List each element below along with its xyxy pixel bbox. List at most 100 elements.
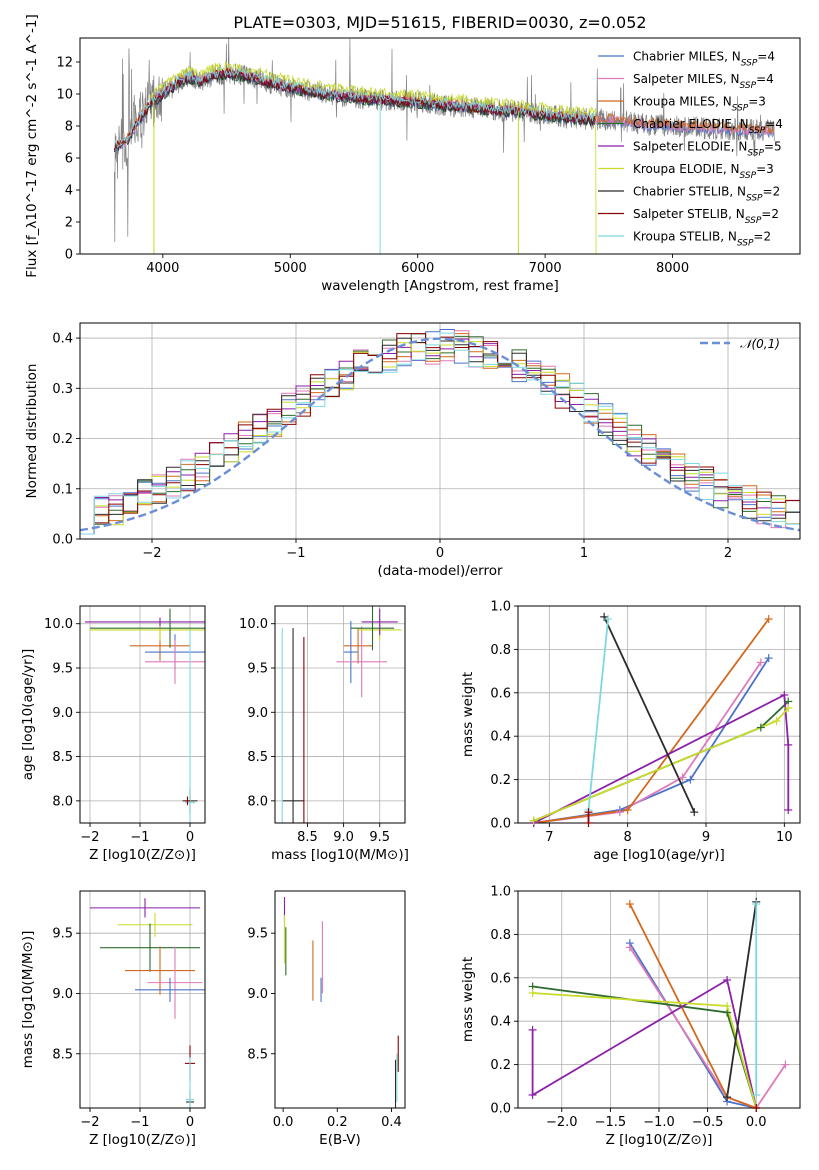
legend-name: Kroupa STELIB (633, 230, 720, 244)
y-tick-label: 9.5 (52, 662, 73, 677)
axes-frame (274, 605, 406, 824)
legend-label-kroupa-elodie: Kroupa ELODIE, NSSP=3 (633, 162, 774, 181)
x-tick-label: 8000 (656, 261, 689, 276)
legend-n-prefix: , N (715, 95, 732, 109)
legend-n-value: 5 (774, 140, 782, 154)
legend-n-value: 4 (775, 117, 783, 131)
mass-vs-metallicity-panel: −2 −1 0 8.5 9.0 9.5 Z [log10(Z/Z⊙)] mass [log10… (20, 890, 206, 1148)
x-axis-label: Z [log10(Z/Z⊙)] (89, 847, 196, 863)
gaussian-curve (80, 337, 800, 532)
y-tick-label: 10.0 (239, 617, 268, 632)
y-tick-label: 0.4 (490, 1015, 511, 1030)
legend-name: Salpeter MILES (633, 72, 723, 86)
x-tick-label: 6000 (401, 261, 434, 276)
legend-subscript: SSP (737, 239, 754, 249)
x-tick-label: 8 (624, 830, 632, 845)
y-tick-label: 12 (56, 56, 73, 71)
spectrum-panel: 4000 5000 6000 7000 8000 0 2 4 6 8 10 12 wavelength … (24, 14, 801, 294)
y-tick-label: 4 (65, 184, 73, 199)
legend-label-salpeter-stelib: Salpeter STELIB, NSSP=2 (633, 207, 779, 226)
legend-n-value: 4 (766, 72, 774, 86)
legend-name: Chabrier MILES (633, 50, 724, 64)
plot-area (533, 616, 790, 823)
legend-label-gaussian: 𝒩(0,1) (740, 337, 780, 351)
weight-vs-metallicity-panel: −2.0 −1.5 −1.0 −0.5 0.0 0.0 0.2 0.4 0.6 0.8 1.0 Z [… (460, 885, 801, 1148)
axes-frame (79, 322, 801, 540)
x-tick-label: 2 (724, 546, 732, 561)
legend-equals: = (748, 95, 758, 109)
legend-equals: = (757, 50, 767, 64)
legend-n-prefix: , N (723, 72, 740, 86)
legend-n-prefix: , N (720, 230, 737, 244)
legend-subscript: SSP (749, 126, 766, 136)
y-tick-label: 0.0 (490, 1102, 511, 1117)
y-tick-label: 9.5 (52, 927, 73, 942)
x-tick-label: 0.4 (381, 1115, 402, 1130)
y-tick-label: 9.5 (247, 662, 268, 677)
y-tick-label: 8.5 (247, 750, 268, 765)
legend-subscript: SSP (741, 59, 758, 69)
axes-frame (79, 890, 206, 1109)
y-tick-label: 6 (65, 152, 73, 167)
y-tick-label: 9.0 (52, 987, 73, 1002)
axes-frame (517, 890, 801, 1109)
y-tick-label: 0.2 (490, 773, 511, 788)
plot-area (283, 897, 399, 1108)
axes-frame (79, 37, 801, 255)
x-tick-label: 8.5 (297, 830, 318, 845)
x-tick-label: −2 (80, 1115, 99, 1130)
weight-line-salpeter-elodie (533, 693, 790, 823)
x-tick-label: 0.0 (746, 1115, 767, 1130)
plot-area (85, 608, 205, 823)
plot-area (80, 329, 800, 535)
mass-vs-ebv-panel: 0.0 0.2 0.4 8.5 9.0 9.5 E(B-V) (247, 890, 406, 1148)
y-tick-label: 8.5 (247, 1047, 268, 1062)
legend-subscript: SSP (740, 81, 757, 91)
y-tick-label: 9.0 (52, 706, 73, 721)
y-tick-label: 0.2 (490, 1058, 511, 1073)
x-axis-label: Z [log10(Z/Z⊙)] (606, 1132, 713, 1148)
y-tick-label: 10 (56, 88, 73, 103)
legend-n-value: 2 (771, 207, 779, 221)
legend-label-kroupa-miles: Kroupa MILES, NSSP=3 (633, 95, 766, 114)
axes-frame (517, 605, 801, 824)
weight-line-chabrier-stelib (603, 616, 696, 813)
axes-frame (79, 605, 206, 824)
y-tick-label: 1.0 (490, 885, 511, 900)
legend-label-chabrier-elodie: Chabrier ELODIE, NSSP=4 (633, 117, 783, 136)
legend-subscript: SSP (740, 171, 757, 181)
residuals-panel: −2 −1 0 1 2 0.0 0.1 0.2 0.3 0.4 (data-model)/error… (24, 322, 801, 579)
y-tick-label: 0.1 (52, 482, 73, 497)
model-line-kroupa-elodie (149, 60, 597, 254)
legend-n-prefix: , N (729, 185, 746, 199)
model-line-kroupa-stelib (113, 66, 596, 149)
x-tick-label: 0.2 (327, 1115, 348, 1130)
legend-equals: = (765, 117, 775, 131)
y-axis-label: Normed distribution (24, 364, 40, 499)
weight-line-chabrier-miles (533, 657, 770, 823)
histogram-chabrier-miles (80, 329, 800, 535)
x-tick-label: 1 (580, 546, 588, 561)
weight-line-salpeter-elodie (531, 978, 758, 1108)
legend-equals: = (756, 72, 766, 86)
observed-spectrum-line (114, 38, 775, 243)
y-tick-label: 9.0 (247, 706, 268, 721)
age-vs-mass-panel: 8.5 9.0 9.5 8.0 8.5 9.0 9.5 10.0 mass [log10(M/M… (239, 605, 409, 863)
x-tick-label: −2 (142, 546, 161, 561)
x-axis-label: mass [log10(M/M⊙)] (271, 847, 409, 863)
legend-label-salpeter-elodie: Salpeter ELODIE, NSSP=5 (633, 140, 782, 159)
legend-n-value: 2 (763, 230, 771, 244)
legend-equals: = (761, 207, 771, 221)
y-tick-label: 0 (65, 248, 73, 263)
figure-title: PLATE=0303, MJD=51615, FIBERID=0030, z=0… (233, 13, 646, 32)
x-tick-label: −2 (80, 830, 99, 845)
legend-label-chabrier-stelib: Chabrier STELIB, NSSP=2 (633, 185, 780, 204)
y-tick-label: 0.2 (52, 432, 73, 447)
y-axis-label: age [log10(age/yr)] (20, 649, 36, 781)
x-tick-label: 7 (545, 830, 553, 845)
y-tick-label: 9.5 (247, 927, 268, 942)
y-tick-label: 0.0 (52, 533, 73, 548)
x-tick-label: −2.0 (546, 1115, 578, 1130)
legend-n-prefix: , N (724, 50, 741, 64)
legend-name: Chabrier ELODIE (633, 117, 732, 131)
